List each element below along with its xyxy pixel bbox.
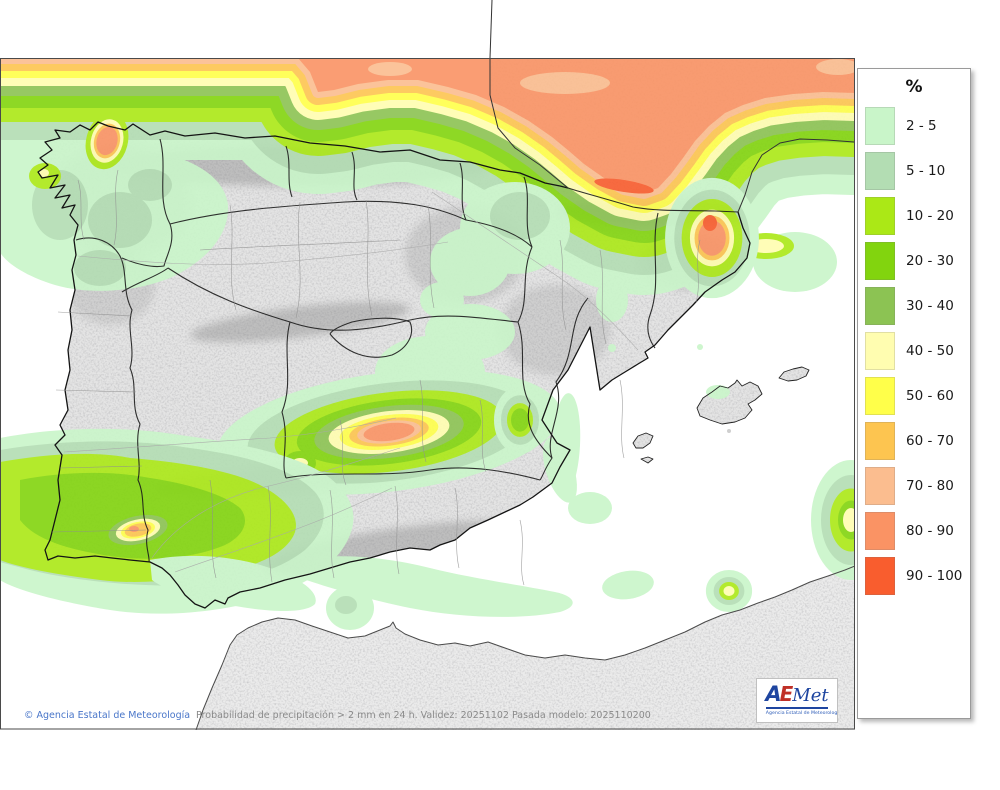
legend-row: 50 - 60 [865,377,970,415]
legend-row: 5 - 10 [865,152,970,190]
legend-row: 10 - 20 [865,197,970,235]
logo-letter-e: E [779,682,794,706]
aemet-logo-subtitle: Agencia Estatal de Meteorología [765,710,838,716]
legend-label: 60 - 70 [906,433,954,449]
legend-rows: 2 - 5 5 - 10 10 - 20 20 - 30 30 - 40 40 - 50 5… [858,107,970,595]
legend-label: 20 - 30 [906,253,954,269]
legend-swatch [865,287,895,325]
map-description-text: Probabilidad de precipitación > 2 mm en … [196,710,651,721]
legend-panel: % 2 - 5 5 - 10 10 - 20 20 - 30 30 - 40 40 - 5… [857,68,971,719]
legend-swatch [865,107,895,145]
legend-label: 40 - 50 [906,343,954,359]
legend-swatch [865,332,895,370]
legend-label: 10 - 20 [906,208,954,224]
legend-label: 5 - 10 [906,163,946,179]
legend-swatch [865,152,895,190]
legend-title: % [905,77,923,97]
legend-swatch [865,422,895,460]
legend-label: 50 - 60 [906,388,954,404]
probability-field [0,58,855,630]
map-frame [0,58,855,730]
region-borders [75,138,739,563]
aemet-logo-wordmark: AEMet [757,681,837,707]
legend-row: 2 - 5 [865,107,970,145]
legend-row: 80 - 90 [865,512,970,550]
legend-label: 70 - 80 [906,478,954,494]
logo-letter-a: A [765,682,782,706]
legend-label: 80 - 90 [906,523,954,539]
legend-row: 30 - 40 [865,287,970,325]
legend-label: 2 - 5 [906,118,937,134]
logo-letters-met: Met [792,685,829,706]
legend-swatch [865,377,895,415]
copyright-text: © Agencia Estatal de Meteorología [24,710,191,721]
legend-label: 90 - 100 [906,568,963,584]
legend-swatch [865,467,895,505]
legend-swatch [865,242,895,280]
legend-row: 60 - 70 [865,422,970,460]
legend-row: 20 - 30 [865,242,970,280]
rivers [63,191,639,573]
coastlines [37,0,856,731]
legend-swatch [865,512,895,550]
legend-label: 30 - 40 [906,298,954,314]
legend-swatch [865,197,895,235]
legend-row: 70 - 80 [865,467,970,505]
province-borders [51,169,701,586]
logo-underline [766,707,828,709]
legend-row: 90 - 100 [865,557,970,595]
map [0,0,856,731]
aemet-logo: AEMet Agencia Estatal de Meteorología [756,678,838,723]
legend-row: 40 - 50 [865,332,970,370]
legend-swatch [865,557,895,595]
